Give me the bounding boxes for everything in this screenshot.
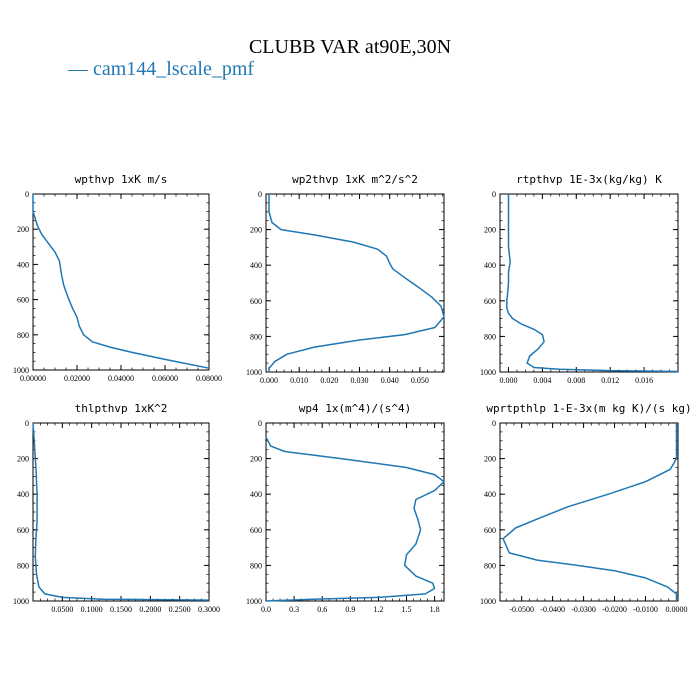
- plot-frame-2: [265, 193, 445, 373]
- y-tick-label: 0: [492, 419, 496, 428]
- x-tick-label: 0.2500: [169, 605, 191, 614]
- x-tick-label: 0.012: [601, 376, 619, 385]
- x-tick-label: 0.030: [351, 376, 369, 385]
- y-tick-label: 0: [25, 419, 29, 428]
- y-tick-label: 0: [492, 190, 496, 199]
- plot-frame-5: [265, 422, 445, 602]
- y-tick-label: 0: [25, 190, 29, 199]
- x-tick-label: -0.0400: [540, 605, 565, 614]
- x-tick-label: 1.5: [402, 605, 412, 614]
- x-tick-label: 0.0: [261, 605, 271, 614]
- x-tick-label: 0.000: [260, 376, 278, 385]
- series-line-2: [268, 194, 445, 372]
- legend-entry: — cam144_lscale_pmf: [68, 58, 255, 80]
- x-tick-label: -0.0200: [602, 605, 627, 614]
- plot-title-1: wpthvp 1xK m/s: [75, 173, 168, 186]
- y-tick-label: 200: [250, 226, 262, 235]
- x-tick-label: 0.040: [381, 376, 399, 385]
- series-line-6: [502, 423, 678, 601]
- x-tick-label: 0.1500: [110, 605, 132, 614]
- y-tick-label: 400: [17, 260, 29, 269]
- y-tick-label: 800: [484, 561, 496, 570]
- x-tick-label: 0.004: [533, 376, 551, 385]
- series-line-4: [32, 422, 210, 601]
- x-tick-label: 0.000: [499, 376, 517, 385]
- x-tick-label: 0.1000: [81, 605, 103, 614]
- y-tick-label: 400: [484, 261, 496, 270]
- plot-frame-1: [32, 193, 210, 371]
- x-tick-label: 0.0500: [51, 605, 73, 614]
- x-tick-label: 0.02000: [64, 374, 90, 383]
- y-tick-label: 400: [484, 490, 496, 499]
- x-tick-label: 0.9: [345, 605, 355, 614]
- x-tick-label: 1.8: [430, 605, 440, 614]
- plot-title-6: wprtpthlp 1-E-3x(m kg K)/(s kg): [486, 402, 691, 415]
- y-tick-label: 200: [250, 455, 262, 464]
- y-tick-label: 1000: [480, 597, 496, 606]
- x-tick-label: 1.2: [373, 605, 383, 614]
- plot-title-3: rtpthvp 1E-3x(kg/kg) K: [516, 173, 662, 186]
- x-tick-label: -0.0100: [633, 605, 658, 614]
- y-tick-label: 600: [484, 297, 496, 306]
- x-tick-label: 0.050: [411, 376, 429, 385]
- x-tick-label: -0.0500: [509, 605, 534, 614]
- y-tick-label: 600: [484, 526, 496, 535]
- y-tick-label: 800: [484, 332, 496, 341]
- y-tick-label: 200: [17, 455, 29, 464]
- y-tick-label: 200: [484, 455, 496, 464]
- x-tick-label: 0.008: [567, 376, 585, 385]
- x-tick-label: 0.020: [320, 376, 338, 385]
- x-tick-label: 0.06000: [152, 374, 178, 383]
- plot-title-5: wp4 1x(m^4)/(s^4): [299, 402, 412, 415]
- plot-frame-3: [499, 193, 679, 373]
- y-tick-label: 1000: [246, 597, 262, 606]
- series-line-3: [506, 194, 679, 373]
- page-title: CLUBB VAR at90E,30N: [248, 36, 452, 58]
- y-tick-label: 800: [250, 332, 262, 341]
- y-tick-label: 400: [250, 490, 262, 499]
- y-tick-label: 1000: [13, 366, 29, 375]
- y-tick-label: 1000: [13, 597, 29, 606]
- x-tick-label: 0.3000: [198, 605, 220, 614]
- y-tick-label: 0: [258, 190, 262, 199]
- x-tick-label: 0.08000: [196, 374, 222, 383]
- y-tick-label: 400: [17, 490, 29, 499]
- plot-title-2: wp2thvp 1xK m^2/s^2: [292, 173, 418, 186]
- y-tick-label: 200: [484, 226, 496, 235]
- series-line-1: [32, 194, 210, 369]
- y-tick-label: 800: [17, 561, 29, 570]
- series-line-5: [265, 436, 445, 602]
- y-tick-label: 800: [250, 561, 262, 570]
- y-tick-label: 1000: [246, 368, 262, 377]
- x-tick-label: 0.010: [290, 376, 308, 385]
- x-tick-label: 0.6: [317, 605, 327, 614]
- y-tick-label: 600: [250, 297, 262, 306]
- x-tick-label: 0.3: [289, 605, 299, 614]
- x-tick-label: 0.04000: [108, 374, 134, 383]
- x-tick-label: -0.0300: [571, 605, 596, 614]
- plot-frame-6: [499, 422, 679, 602]
- y-tick-label: 1000: [480, 368, 496, 377]
- x-tick-label: 0.0000: [665, 605, 687, 614]
- x-tick-label: 0.016: [635, 376, 653, 385]
- y-tick-label: 600: [250, 526, 262, 535]
- y-tick-label: 800: [17, 331, 29, 340]
- y-tick-label: 0: [258, 419, 262, 428]
- y-tick-label: 200: [17, 225, 29, 234]
- plot-title-4: thlpthvp 1xK^2: [75, 402, 168, 415]
- y-tick-label: 600: [17, 526, 29, 535]
- x-tick-label: 0.2000: [139, 605, 161, 614]
- y-tick-label: 600: [17, 296, 29, 305]
- x-tick-label: 0.00000: [20, 374, 46, 383]
- y-tick-label: 400: [250, 261, 262, 270]
- plot-frame-4: [32, 422, 210, 602]
